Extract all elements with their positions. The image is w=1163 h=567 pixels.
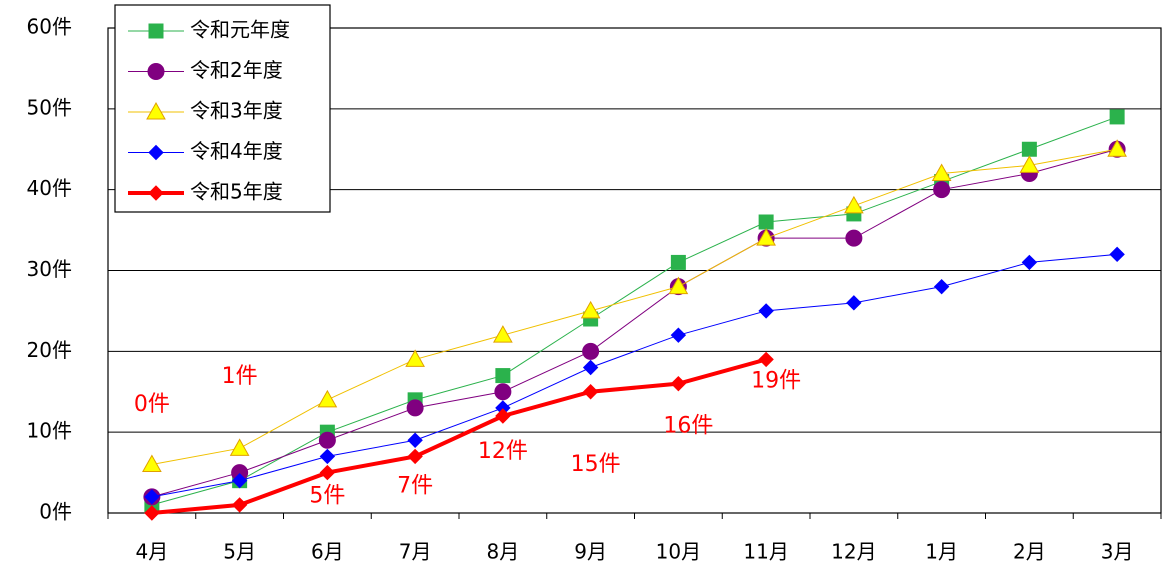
series-line <box>151 148 1118 465</box>
data-point <box>144 505 160 521</box>
y-tick-label: 50件 <box>27 95 72 119</box>
data-label: 12件 <box>478 439 528 464</box>
data-point <box>229 438 250 456</box>
data-point <box>670 327 687 343</box>
data-point <box>758 351 774 368</box>
series-line <box>151 253 1118 498</box>
data-point <box>407 448 423 465</box>
data-point <box>1107 139 1127 157</box>
data-point <box>582 384 599 400</box>
legend-marker <box>147 63 165 80</box>
data-point <box>317 389 338 408</box>
data-point <box>319 448 336 465</box>
x-tick-label: 6月 <box>311 540 344 564</box>
data-point <box>406 399 424 417</box>
data-point <box>933 278 950 295</box>
data-point <box>495 408 511 424</box>
y-tick-label: 60件 <box>27 15 72 39</box>
x-tick-label: 1月 <box>925 540 958 564</box>
data-point <box>493 325 513 343</box>
x-tick-label: 12月 <box>831 540 876 564</box>
x-tick-label: 4月 <box>136 540 169 564</box>
legend-marker <box>148 23 164 39</box>
data-point <box>582 342 600 360</box>
series-line <box>151 116 1118 506</box>
legend-label: 令和3年度 <box>190 99 283 123</box>
series-line <box>151 357 767 515</box>
data-point <box>933 181 951 199</box>
data-point <box>846 295 862 311</box>
data-point <box>231 497 248 513</box>
x-tick-label: 2月 <box>1013 540 1046 564</box>
data-point <box>670 375 687 392</box>
data-point <box>495 368 511 384</box>
data-point <box>231 472 248 489</box>
legend-marker <box>148 144 164 161</box>
x-tick-label: 8月 <box>487 540 520 564</box>
data-label: 5件 <box>309 484 345 509</box>
legend-label: 令和5年度 <box>190 180 283 204</box>
y-tick-label: 40件 <box>27 176 72 200</box>
data-point <box>319 464 336 481</box>
data-point <box>1021 254 1038 271</box>
data-point <box>756 228 776 246</box>
data-label: 16件 <box>663 414 713 439</box>
data-label: 1件 <box>222 364 258 389</box>
data-point <box>318 431 336 449</box>
data-point <box>142 454 162 472</box>
data-point <box>931 163 952 181</box>
y-tick-label: 30件 <box>27 257 72 281</box>
legend-box <box>114 4 331 213</box>
y-tick-label: 20件 <box>27 338 72 362</box>
legend-marker <box>148 185 164 201</box>
x-tick-label: 10月 <box>656 540 701 564</box>
data-point <box>1019 155 1040 173</box>
data-point <box>580 300 601 319</box>
data-label: 19件 <box>751 368 801 393</box>
data-point <box>405 349 425 367</box>
data-point <box>582 359 599 376</box>
legend-label: 令和4年度 <box>190 139 283 163</box>
x-tick-label: 11月 <box>743 540 788 564</box>
x-tick-label: 5月 <box>223 540 256 564</box>
legend-label: 令和元年度 <box>190 18 290 42</box>
data-label: 7件 <box>397 473 433 498</box>
data-point <box>758 214 774 230</box>
data-point <box>845 229 863 247</box>
x-tick-label: 9月 <box>574 540 607 564</box>
x-tick-label: 7月 <box>399 540 432 564</box>
data-point <box>144 489 160 505</box>
series-line <box>151 148 1118 498</box>
data-point <box>844 195 864 214</box>
data-label: 15件 <box>571 452 621 477</box>
y-tick-label: 0件 <box>39 500 72 524</box>
y-tick-label: 10件 <box>27 419 72 443</box>
data-point <box>1109 109 1125 125</box>
data-point <box>758 303 774 319</box>
data-point <box>670 254 686 270</box>
legend-label: 令和2年度 <box>190 58 283 82</box>
data-point <box>1021 141 1037 157</box>
data-point <box>1109 246 1125 263</box>
legend-marker <box>146 101 166 120</box>
data-label: 0件 <box>134 392 170 417</box>
x-tick-label: 3月 <box>1101 540 1134 564</box>
data-point <box>407 432 423 448</box>
data-point <box>494 383 512 401</box>
data-point <box>668 276 689 295</box>
